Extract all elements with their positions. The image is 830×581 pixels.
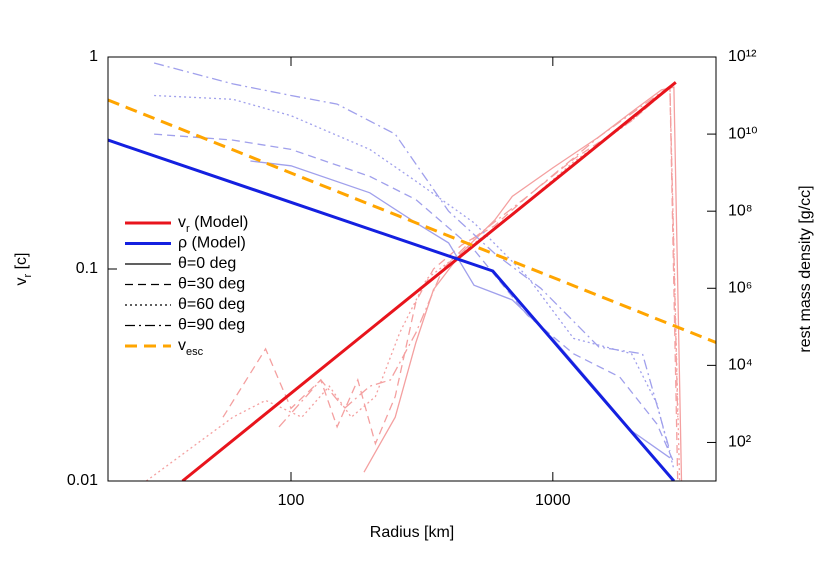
y-tick-label: 0.01 bbox=[67, 472, 98, 489]
legend-label: θ=0 deg bbox=[178, 255, 236, 272]
legend-label: vr (Model) bbox=[178, 214, 248, 235]
series-line bbox=[363, 86, 683, 481]
y-axis-label-suffix: [c] bbox=[13, 252, 30, 273]
plot-lines bbox=[108, 62, 716, 481]
legend-label: ρ (Model) bbox=[178, 235, 246, 252]
series-line bbox=[278, 84, 679, 428]
series-line bbox=[222, 85, 679, 481]
y2-tick-label: 10¹² bbox=[728, 48, 757, 65]
y2-tick-label: 10⁶ bbox=[728, 279, 752, 296]
legend-label: θ=30 deg bbox=[178, 276, 245, 293]
x-tick-label: 100 bbox=[278, 492, 305, 509]
y2-tick-label: 10⁸ bbox=[728, 202, 753, 219]
series-line bbox=[250, 160, 671, 459]
legend-label-part: v bbox=[178, 214, 186, 231]
series-line bbox=[153, 62, 671, 452]
y2-axis-label: rest mass density [g/cc] bbox=[797, 185, 814, 352]
legend-label-part: esc bbox=[186, 346, 204, 358]
series-line bbox=[108, 98, 716, 344]
y-tick-label: 0.1 bbox=[76, 260, 98, 277]
legend-label-part: θ=90 deg bbox=[178, 317, 245, 334]
y-axis-label-sub: r bbox=[22, 274, 34, 278]
legend-label: vesc bbox=[178, 337, 204, 358]
legend-label: θ=60 deg bbox=[178, 296, 245, 313]
y-axis-label: vr [c] bbox=[13, 252, 34, 285]
legend-label-part: (Model) bbox=[190, 214, 249, 231]
series-line bbox=[108, 138, 676, 481]
legend-label: θ=90 deg bbox=[178, 317, 245, 334]
legend-label-part: r bbox=[186, 223, 190, 235]
series-line bbox=[154, 133, 675, 463]
x-tick-label: 1000 bbox=[535, 492, 571, 509]
legend-label-part: v bbox=[178, 337, 186, 354]
legend-label-part: θ=30 deg bbox=[178, 276, 245, 293]
y2-tick-label: 10⁴ bbox=[728, 357, 753, 374]
y2-tick-label: 10¹⁰ bbox=[728, 125, 758, 142]
y-axis-label-main: v bbox=[13, 278, 30, 286]
x-axis-label: Radius [km] bbox=[370, 524, 454, 541]
y-tick-label: 1 bbox=[89, 48, 98, 65]
legend-label-part: θ=60 deg bbox=[178, 296, 245, 313]
y2-tick-label: 10² bbox=[728, 434, 752, 451]
series-line bbox=[181, 81, 677, 481]
legend-label-part: ρ (Model) bbox=[178, 235, 246, 252]
legend-label-part: θ=0 deg bbox=[178, 255, 236, 272]
